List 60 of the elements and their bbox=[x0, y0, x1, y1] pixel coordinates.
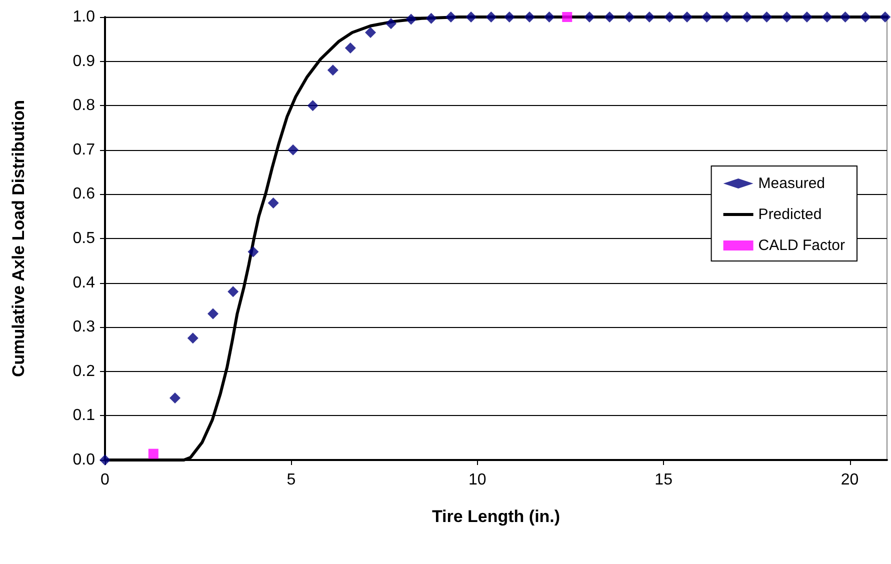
point bbox=[781, 12, 792, 22]
legend-label: CALD Factor bbox=[758, 237, 846, 254]
point bbox=[761, 12, 772, 22]
point bbox=[840, 12, 851, 22]
point bbox=[741, 12, 752, 22]
point bbox=[268, 198, 279, 209]
legend-label: Predicted bbox=[758, 206, 822, 223]
point bbox=[860, 12, 871, 22]
point bbox=[248, 246, 259, 258]
point bbox=[170, 392, 181, 404]
x-tick-label: 20 bbox=[840, 472, 859, 488]
y-tick-label: 0.6 bbox=[72, 186, 96, 203]
point bbox=[344, 42, 356, 54]
y-tick-label: 0.5 bbox=[72, 230, 96, 247]
point bbox=[385, 18, 396, 30]
point bbox=[664, 12, 676, 22]
point bbox=[327, 64, 338, 76]
x-tick-label: 10 bbox=[468, 472, 486, 488]
point bbox=[801, 12, 812, 22]
y-tick-label: 0.3 bbox=[72, 318, 96, 336]
x-tick-label: 15 bbox=[654, 472, 673, 488]
point bbox=[406, 14, 417, 25]
y-tick-label: 0.0 bbox=[72, 452, 96, 468]
y-tick-label: 1.0 bbox=[72, 8, 96, 26]
x-tick-label: 5 bbox=[286, 472, 296, 488]
y-tick-label: 0.1 bbox=[72, 407, 96, 424]
point bbox=[721, 12, 732, 22]
point bbox=[445, 12, 456, 22]
point bbox=[682, 12, 693, 22]
point bbox=[466, 12, 477, 22]
point bbox=[228, 286, 239, 298]
point bbox=[524, 12, 536, 22]
point bbox=[307, 100, 318, 112]
point bbox=[544, 12, 555, 22]
point bbox=[584, 12, 595, 22]
point bbox=[207, 308, 218, 320]
point bbox=[880, 12, 891, 22]
point bbox=[624, 12, 635, 22]
point bbox=[562, 12, 572, 22]
legend-label: Measured bbox=[758, 175, 826, 192]
point bbox=[148, 448, 158, 459]
point bbox=[701, 12, 712, 22]
point bbox=[426, 12, 437, 24]
y-tick-label: 0.9 bbox=[72, 52, 96, 70]
point bbox=[604, 12, 616, 22]
y-tick-label: 0.4 bbox=[72, 274, 96, 292]
point bbox=[100, 454, 110, 466]
y-tick-label: 0.8 bbox=[72, 97, 96, 114]
point bbox=[822, 12, 833, 22]
point bbox=[486, 12, 497, 22]
y-axis-title: Cumulative Axle Load Distribution bbox=[9, 100, 28, 378]
point bbox=[288, 144, 299, 156]
x-axis-title: Tire Length (in.) bbox=[432, 507, 560, 526]
point bbox=[644, 12, 655, 22]
point bbox=[365, 27, 376, 38]
point bbox=[504, 12, 515, 22]
y-tick-label: 0.7 bbox=[72, 141, 96, 158]
point bbox=[187, 332, 198, 344]
x-tick-label: 0 bbox=[100, 472, 110, 488]
y-tick-label: 0.2 bbox=[72, 362, 96, 380]
